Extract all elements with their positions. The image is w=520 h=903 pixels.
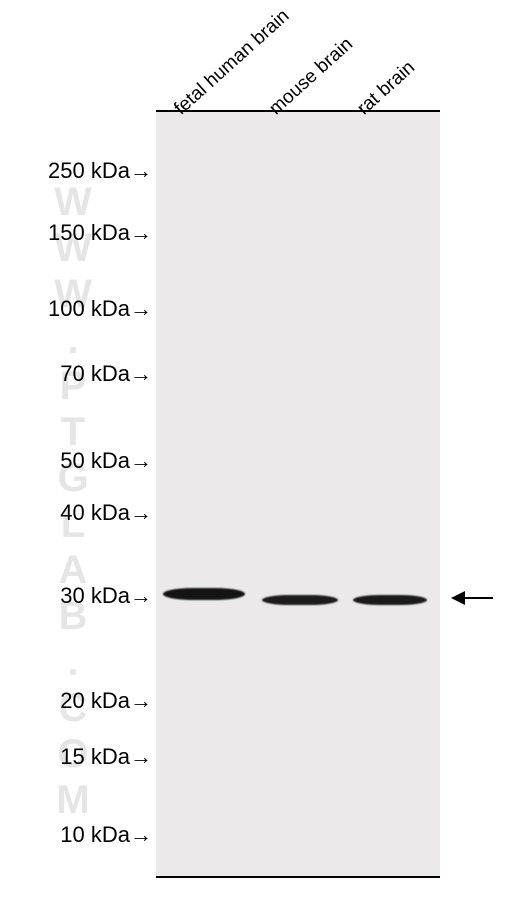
bands-wrap (0, 0, 520, 903)
arrow-head-icon (451, 591, 465, 605)
target-band-arrow (451, 591, 493, 605)
western-blot-figure: fetal human brainmouse brainrat brain 25… (0, 0, 520, 903)
arrow-line (465, 597, 493, 600)
protein-band (353, 595, 427, 605)
protein-band (262, 595, 338, 605)
protein-band (163, 588, 245, 600)
